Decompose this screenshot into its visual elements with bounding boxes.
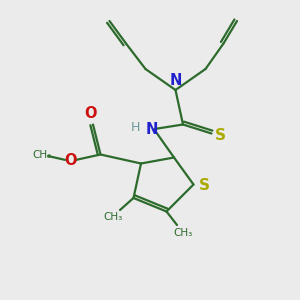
Text: S: S xyxy=(215,128,226,143)
Text: O: O xyxy=(64,153,77,168)
Text: O: O xyxy=(84,106,97,121)
Text: N: N xyxy=(145,122,158,136)
Text: CH₃: CH₃ xyxy=(32,149,52,160)
Text: CH₃: CH₃ xyxy=(103,212,122,223)
Text: N: N xyxy=(169,73,182,88)
Text: H: H xyxy=(131,121,140,134)
Text: CH₃: CH₃ xyxy=(173,227,193,238)
Text: S: S xyxy=(199,178,210,194)
